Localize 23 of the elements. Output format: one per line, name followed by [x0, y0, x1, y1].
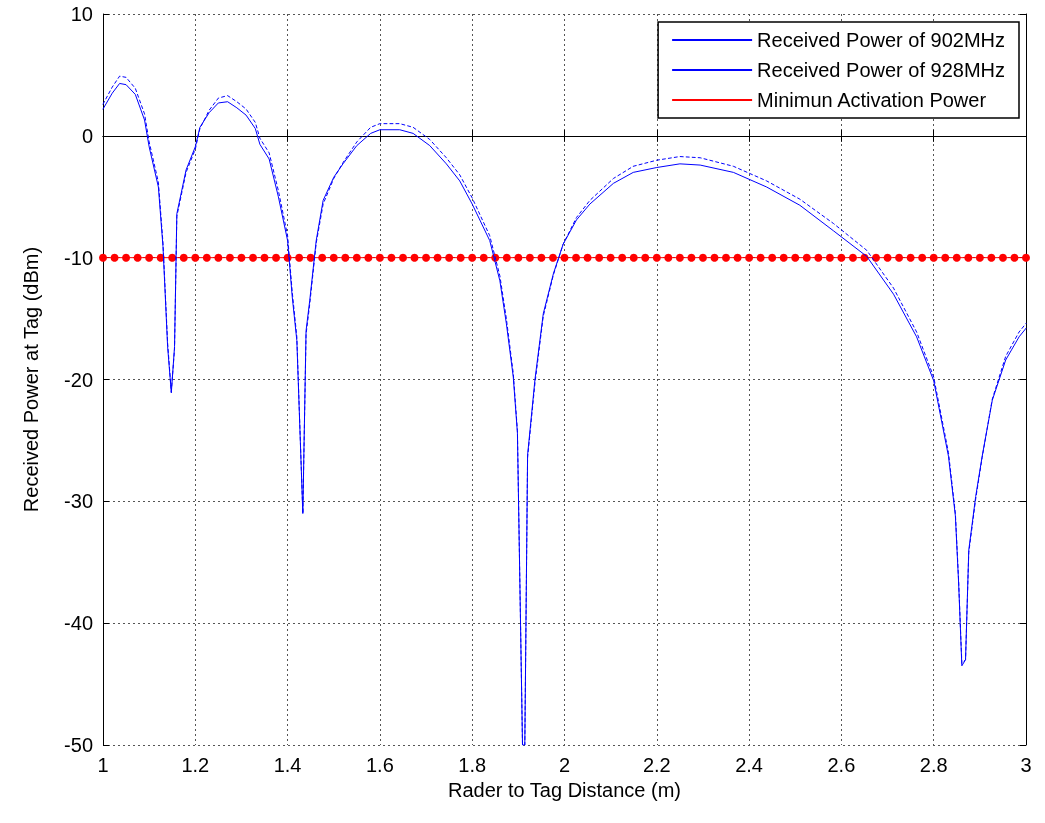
- x-tick-label: 1.2: [181, 754, 210, 776]
- x-tick-label: 1.4: [273, 754, 302, 776]
- x-tick-label: 1.8: [458, 754, 487, 776]
- x-tick-label: 2.8: [919, 754, 948, 776]
- y-tick-label: -10: [64, 246, 93, 269]
- y-tick-label: 10: [70, 3, 93, 25]
- y-tick-label: -20: [64, 368, 93, 391]
- x-tick-label: 2: [558, 754, 571, 776]
- x-axis-title: Rader to Tag Distance (m): [447, 778, 682, 801]
- x-tick-label: 2.6: [827, 754, 856, 776]
- x-tick-label: 1.6: [365, 754, 394, 776]
- y-axis-title: Received Power at Tag (dBm): [20, 246, 42, 513]
- y-tick-label: -30: [64, 490, 93, 513]
- legend-label: Received Power of 928MHz: [757, 59, 1005, 81]
- x-tick-label: 2.2: [642, 754, 671, 776]
- x-tick-label: 3: [1020, 754, 1032, 776]
- x-tick-label: 1: [97, 754, 109, 776]
- y-tick-label: -40: [64, 612, 93, 635]
- x-tick-label: 2.4: [735, 754, 764, 776]
- y-tick-label: 0: [81, 124, 93, 147]
- y-tick-label: -50: [64, 734, 93, 756]
- legend-label: Minimun Activation Power: [757, 89, 987, 111]
- legend-label: Received Power of 902MHz: [757, 29, 1005, 51]
